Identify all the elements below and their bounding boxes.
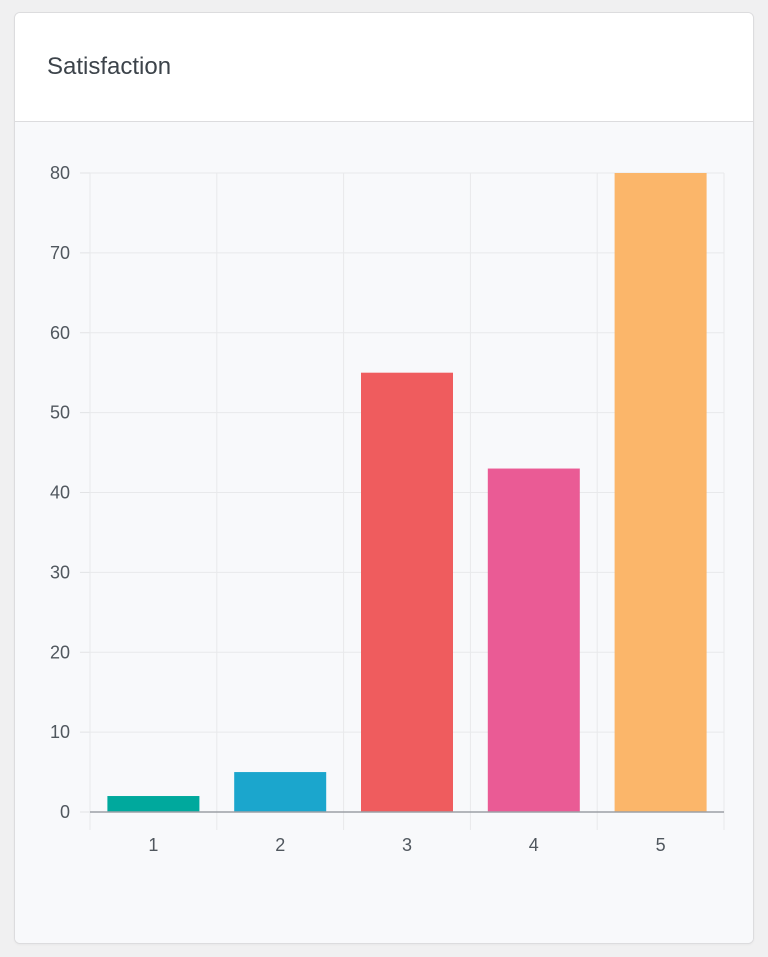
x-tick-label: 2 bbox=[275, 835, 285, 855]
chart-bars bbox=[107, 173, 707, 812]
x-tick-label: 4 bbox=[529, 835, 539, 855]
bar-4 bbox=[487, 468, 580, 812]
y-tick-label: 50 bbox=[50, 403, 70, 423]
bar-2 bbox=[234, 772, 327, 812]
y-tick-label: 0 bbox=[60, 802, 70, 822]
y-tick-label: 30 bbox=[50, 562, 70, 582]
card-header: Satisfaction bbox=[15, 13, 753, 122]
x-tick-label: 3 bbox=[402, 835, 412, 855]
y-tick-label: 10 bbox=[50, 722, 70, 742]
y-tick-label: 80 bbox=[50, 163, 70, 183]
bar-chart: 0 10 20 30 40 50 60 70 80 1 2 3 4 5 bbox=[50, 163, 725, 855]
x-axis-labels: 1 2 3 4 5 bbox=[148, 835, 665, 855]
y-axis-labels: 0 10 20 30 40 50 60 70 80 bbox=[50, 163, 70, 822]
x-tick-label: 1 bbox=[148, 835, 158, 855]
y-tick-label: 60 bbox=[50, 323, 70, 343]
bar-5 bbox=[614, 173, 707, 812]
y-tick-label: 20 bbox=[50, 642, 70, 662]
y-tick-label: 40 bbox=[50, 483, 70, 503]
card-title: Satisfaction bbox=[47, 53, 172, 80]
x-tick-label: 5 bbox=[656, 835, 666, 855]
y-tick-label: 70 bbox=[50, 243, 70, 263]
chart-area: 0 10 20 30 40 50 60 70 80 1 2 3 4 5 bbox=[15, 122, 753, 943]
satisfaction-card: Satisfaction 0 10 20 30 40 50 60 70 80 1 2 3 4 5 bbox=[14, 12, 754, 944]
bar-1 bbox=[107, 796, 200, 812]
bar-3 bbox=[361, 372, 453, 812]
